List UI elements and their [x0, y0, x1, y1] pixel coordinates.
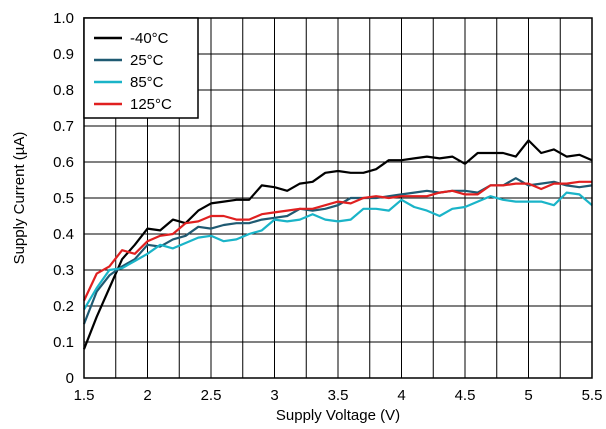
series-line-3 [83, 180, 592, 302]
x-tick-labels: 1.5 2 2.5 3 3.5 4 4.5 5 5.5 [74, 387, 603, 404]
series-line-1 [82, 177, 593, 325]
legend-label: 125°C [130, 96, 172, 113]
y-tick-label: 0.7 [53, 118, 74, 135]
x-tick-label: 2.5 [201, 387, 222, 404]
y-tick-label: 0.1 [53, 334, 74, 351]
y-tick-label: 0.4 [53, 226, 74, 243]
y-tick-label: 0 [66, 370, 74, 387]
y-tick-label: 0.6 [53, 154, 74, 171]
series-line-0 [82, 139, 593, 350]
series-line-2 [83, 191, 593, 311]
x-tick-label: 1.5 [74, 387, 95, 404]
legend-label: 25°C [130, 52, 164, 69]
y-tick-label: 1.0 [53, 10, 74, 27]
y-tick-label: 0.3 [53, 262, 74, 279]
y-tick-label: 0.9 [53, 46, 74, 63]
y-tick-label: 0.5 [53, 190, 74, 207]
y-tick-label: 0.8 [53, 82, 74, 99]
x-tick-label: 5.5 [582, 387, 603, 404]
y-tick-label: 0.2 [53, 298, 74, 315]
x-tick-label: 4 [397, 387, 405, 404]
x-tick-label: 3.5 [328, 387, 349, 404]
legend-label: 85°C [130, 74, 164, 91]
x-tick-label: 3 [270, 387, 278, 404]
x-axis-title: Supply Voltage (V) [276, 407, 400, 424]
x-tick-label: 2 [143, 387, 151, 404]
x-tick-label: 5 [524, 387, 532, 404]
y-axis-title: Supply Current (µA) [11, 132, 28, 265]
series-lines [82, 139, 593, 350]
legend-label: -40°C [130, 30, 169, 47]
legend-box [83, 17, 199, 119]
legend: -40°C 25°C 85°C 125°C [83, 17, 199, 119]
plot-frame [83, 17, 593, 379]
y-tick-labels: 0 0.1 0.2 0.3 0.4 0.5 0.6 0.7 0.8 0.9 1.0 [53, 10, 74, 387]
x-tick-label: 4.5 [455, 387, 476, 404]
